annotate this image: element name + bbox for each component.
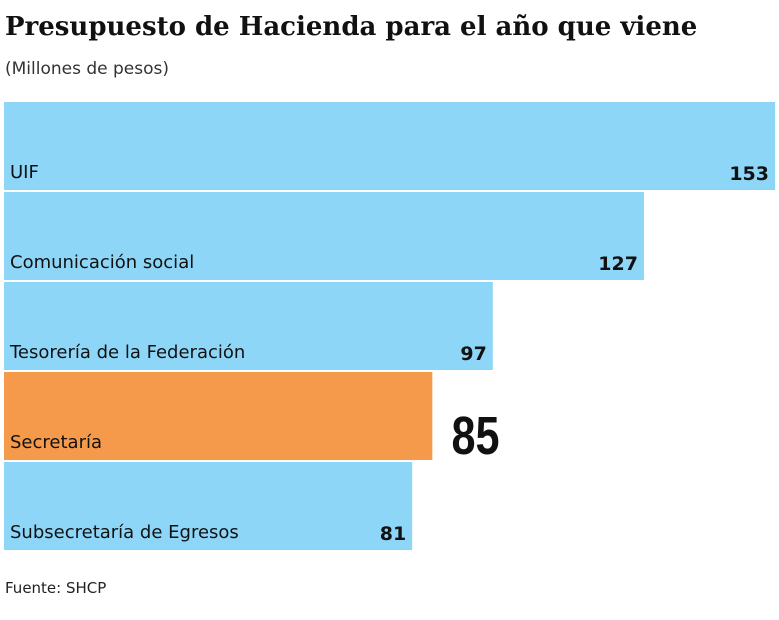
- category-label: Subsecretaría de Egresos: [10, 522, 239, 543]
- value-label: 153: [729, 163, 769, 185]
- bar: [4, 462, 413, 550]
- bar: [4, 102, 775, 190]
- category-label: UIF: [10, 162, 39, 183]
- category-label: Comunicación social: [10, 252, 194, 273]
- value-label: 85: [452, 407, 500, 467]
- category-label: Tesorería de la Federación: [9, 342, 245, 363]
- chart-subtitle: (Millones de pesos): [5, 59, 169, 79]
- value-label: 127: [598, 253, 638, 275]
- bar: [4, 282, 493, 370]
- value-label: 97: [460, 343, 486, 365]
- value-label: 81: [380, 523, 406, 545]
- category-label: Secretaría: [10, 432, 102, 453]
- chart-title: Presupuesto de Hacienda para el año que …: [5, 12, 697, 42]
- source-note: Fuente: SHCP: [5, 579, 106, 597]
- bar: [4, 192, 644, 280]
- bar: [4, 372, 433, 460]
